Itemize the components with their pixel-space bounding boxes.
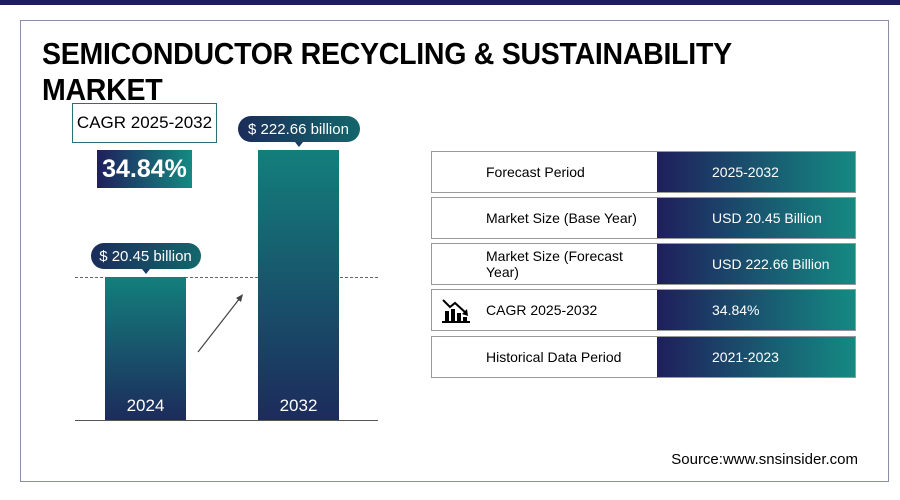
cagr-value: 34.84% [97, 150, 192, 188]
row-label: Forecast Period [486, 164, 585, 180]
page-title: SEMICONDUCTOR RECYCLING & SUSTAINABILITY… [42, 36, 732, 107]
table-row: Market Size (Forecast Year) USD 222.66 Bi… [432, 244, 855, 284]
chart-baseline [75, 420, 378, 421]
table-row: Forecast Period 2025-2032 [432, 152, 855, 192]
bar-2032: 2032 [258, 150, 339, 420]
table-row: CAGR 2025-2032 34.84% [432, 290, 855, 330]
row-value: 2021-2023 [712, 349, 779, 365]
row-value: 34.84% [712, 302, 760, 318]
table-row: Market Size (Base Year) USD 20.45 Billion [432, 198, 855, 238]
table-row: Historical Data Period 2021-2023 [432, 337, 855, 377]
row-label: CAGR 2025-2032 [486, 302, 598, 318]
bar-category-label: 2032 [279, 396, 318, 415]
chart-growth-icon [442, 299, 470, 323]
row-label: Market Size (Forecast Year) [486, 248, 623, 280]
bar-2024: 2024 [105, 277, 186, 420]
top-bar [0, 0, 900, 5]
row-label: Historical Data Period [486, 349, 622, 365]
row-value: USD 20.45 Billion [712, 210, 822, 226]
bar-data-label: $ 20.45 billion [90, 243, 201, 274]
bar-category-label: 2024 [126, 396, 165, 415]
reference-dashed-line [75, 277, 378, 278]
bar-data-label: $ 222.66 billion [237, 116, 360, 147]
row-value: 2025-2032 [712, 164, 779, 180]
cagr-label: CAGR 2025-2032 [72, 103, 217, 143]
frame [20, 20, 889, 482]
row-label: Market Size (Base Year) [486, 210, 637, 226]
row-value: USD 222.66 Billion [712, 256, 830, 272]
source-text: Source:www.snsinsider.com [671, 451, 858, 468]
